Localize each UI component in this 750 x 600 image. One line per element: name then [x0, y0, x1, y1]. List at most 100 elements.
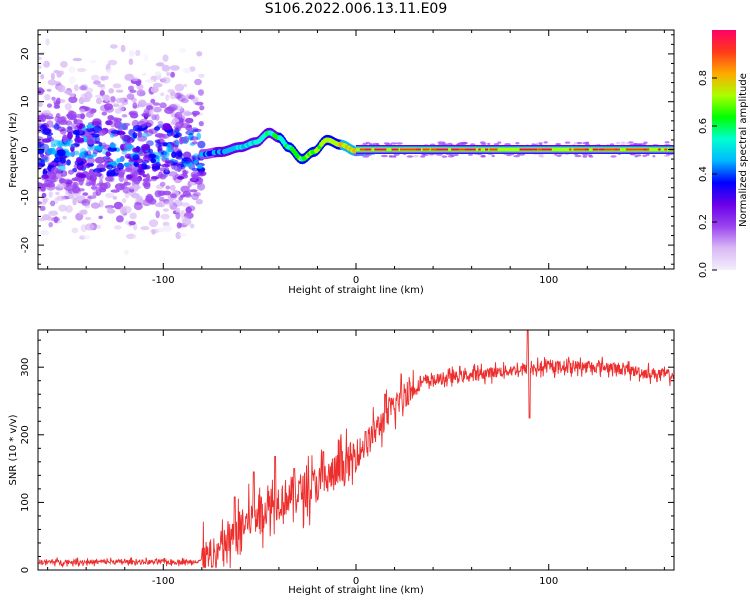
figure-title: S106.2022.006.13.11.E09 [264, 1, 448, 17]
snr-series-group [38, 330, 674, 569]
steady-line-hot [378, 148, 382, 151]
noise-blob [76, 157, 82, 164]
noise-blob [195, 101, 204, 106]
line-speckle [538, 142, 543, 145]
noise-blob [138, 169, 145, 176]
noise-blob [46, 88, 52, 92]
noise-blob [82, 235, 91, 240]
noise-blob [120, 44, 126, 53]
noise-blob [170, 193, 177, 199]
noise-blob [158, 133, 167, 140]
noise-blob [87, 157, 95, 164]
noise-blob [150, 98, 156, 104]
noise-blob [82, 192, 89, 196]
steady-line-hot [664, 148, 668, 151]
noise-blob [191, 167, 200, 172]
noise-blob [81, 154, 86, 160]
noise-blob [175, 212, 181, 220]
steady-line-hot [658, 148, 661, 151]
steady-line-hot [430, 148, 436, 151]
line-speckle [455, 153, 459, 157]
noise-blob [177, 164, 182, 173]
noise-blob [60, 99, 66, 103]
noise-blob [177, 176, 184, 180]
noise-blob [197, 89, 205, 95]
line-speckle [406, 155, 414, 158]
noise-blob [76, 68, 87, 72]
noise-blob [177, 151, 183, 158]
noise-blob [72, 185, 81, 194]
steady-line-hot [422, 148, 430, 151]
noise-blob [98, 142, 103, 147]
noise-blob [53, 102, 60, 107]
noise-blob [129, 188, 135, 193]
steady-line-hot [374, 148, 382, 151]
steady-line-hot [604, 148, 612, 151]
steady-line-hot [637, 148, 644, 151]
noise-blob [106, 208, 116, 214]
noise-blob [115, 97, 125, 104]
noise-blob [51, 167, 59, 175]
noise-blob [86, 150, 92, 157]
noise-blob [182, 217, 192, 226]
noise-blob [193, 153, 200, 159]
noise-blob [148, 219, 159, 228]
noise-blob [38, 56, 42, 61]
noise-blob [75, 113, 86, 119]
noise-blob [144, 165, 151, 170]
noise-blob [143, 154, 151, 162]
noise-blob [154, 190, 162, 198]
noise-blob [174, 83, 185, 92]
noise-blob [96, 163, 106, 171]
noise-blob [71, 227, 79, 234]
line-speckle [515, 142, 520, 145]
noise-blob [58, 178, 67, 183]
steady-line-hot [380, 148, 387, 151]
noise-blob [157, 120, 164, 126]
line-speckle [628, 141, 634, 144]
noise-blob [124, 73, 135, 81]
noise-blob [100, 75, 106, 81]
noise-blob [197, 89, 204, 96]
noise-blob [158, 171, 164, 179]
noise-blob [39, 153, 45, 158]
noise-blob [175, 132, 182, 138]
noise-blob [50, 72, 55, 80]
noise-blob [64, 120, 73, 126]
noise-blob [41, 138, 52, 143]
noise-blob [146, 140, 154, 147]
snr-series-line [38, 330, 674, 569]
noise-blob [182, 170, 189, 175]
noise-blob [174, 139, 180, 147]
noise-blob [39, 205, 46, 211]
steady-line-hot [583, 148, 589, 151]
noise-blob [116, 157, 124, 163]
noise-blob [38, 61, 45, 65]
steady-line-hot [470, 148, 476, 151]
noise-blob [101, 111, 108, 116]
noise-blob [159, 181, 166, 187]
line-speckle [380, 154, 388, 158]
noise-blob [133, 202, 143, 211]
noise-blob [62, 134, 68, 142]
line-speckle [664, 141, 670, 144]
noise-blob [149, 109, 154, 116]
noise-blob [162, 124, 172, 131]
noise-blob [196, 164, 203, 169]
noise-blob [94, 135, 101, 144]
noise-blob [167, 171, 178, 177]
noise-blob [92, 149, 99, 155]
x-tick-label: -100 [152, 275, 175, 286]
noise-blob [159, 196, 165, 202]
noise-blob [47, 79, 57, 86]
noise-blob [179, 136, 184, 145]
noise-blob [125, 144, 134, 149]
line-speckle [388, 155, 393, 158]
noise-blob [58, 140, 63, 149]
noise-blob [121, 149, 128, 155]
x-tick-label: 100 [539, 275, 558, 286]
noise-blob [105, 192, 115, 199]
steady-line-hot [533, 148, 537, 151]
noise-blob [191, 110, 200, 116]
noise-blob [163, 198, 171, 204]
